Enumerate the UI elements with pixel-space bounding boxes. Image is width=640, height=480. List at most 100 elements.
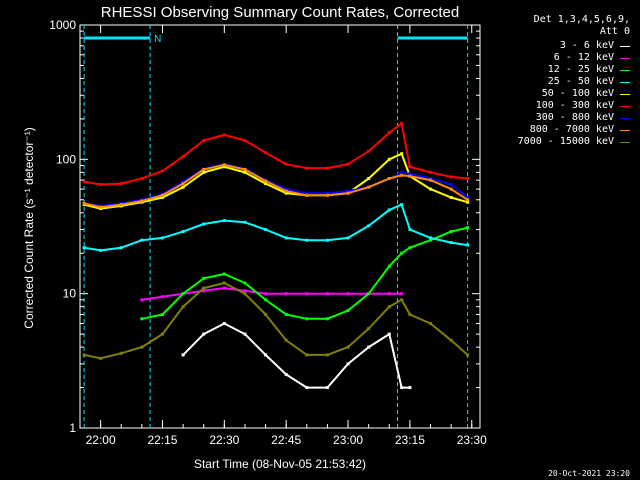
- legend-label: 12 - 25 keV: [547, 64, 614, 75]
- series-point-8: [119, 351, 123, 355]
- series-point-4: [264, 182, 268, 186]
- y-tick-label: 10: [63, 287, 77, 301]
- series-point-7: [284, 189, 288, 193]
- series-point-8: [408, 312, 412, 316]
- series-point-7: [325, 193, 329, 197]
- legend-label: 6 - 12 keV: [553, 52, 614, 63]
- series-point-2: [346, 308, 350, 312]
- series-point-1: [202, 289, 206, 293]
- series-point-7: [408, 174, 412, 178]
- series-point-7: [82, 201, 86, 205]
- series-point-3: [429, 236, 433, 240]
- series-point-5: [202, 139, 206, 143]
- series-point-5: [140, 176, 144, 180]
- legend-entry-0: 3 - 6 keV: [518, 40, 630, 52]
- series-point-0: [222, 321, 226, 325]
- series-point-8: [82, 353, 86, 357]
- series-point-3: [264, 228, 268, 232]
- series-point-3: [202, 222, 206, 226]
- series-point-8: [99, 356, 103, 360]
- x-tick-label: 22:45: [271, 433, 301, 447]
- series-point-6: [325, 191, 329, 195]
- series-point-5: [466, 176, 470, 180]
- series-point-4: [429, 187, 433, 191]
- series-point-2: [400, 251, 404, 255]
- series-point-3: [400, 203, 404, 207]
- series-point-4: [367, 176, 371, 180]
- series-point-8: [181, 305, 185, 309]
- y-axis-label: Corrected Count Rate (s⁻¹ detector⁻¹): [22, 127, 36, 328]
- legend-entry-4: 50 - 100 keV: [518, 88, 630, 100]
- legend-label: 800 - 7000 keV: [529, 124, 614, 135]
- series-point-2: [408, 246, 412, 250]
- series-point-3: [222, 219, 226, 223]
- legend-label: 100 - 300 keV: [535, 100, 614, 111]
- series-point-5: [160, 169, 164, 173]
- series-point-6: [181, 180, 185, 184]
- series-point-0: [284, 373, 288, 377]
- legend-swatch: [620, 45, 630, 47]
- x-tick-label: 23:15: [395, 433, 425, 447]
- series-point-0: [346, 362, 350, 366]
- series-point-7: [160, 193, 164, 197]
- series-point-7: [429, 178, 433, 182]
- series-point-5: [325, 166, 329, 170]
- series-point-5: [305, 166, 309, 170]
- series-point-8: [449, 338, 453, 342]
- series-point-3: [449, 241, 453, 245]
- series-point-3: [387, 208, 391, 212]
- series-point-6: [429, 176, 433, 180]
- series-point-7: [202, 168, 206, 172]
- series-point-1: [387, 292, 391, 296]
- series-point-7: [400, 173, 404, 177]
- legend-label: 7000 - 15000 keV: [517, 136, 614, 147]
- series-point-8: [243, 292, 247, 296]
- series-point-0: [408, 386, 412, 390]
- series-point-3: [82, 246, 86, 250]
- series-point-7: [387, 176, 391, 180]
- series-point-5: [119, 182, 123, 186]
- series-point-3: [243, 220, 247, 224]
- series-point-4: [243, 170, 247, 174]
- legend-swatch: [620, 93, 630, 95]
- legend-entry-7: 800 - 7000 keV: [518, 124, 630, 136]
- y-tick-label: 1000: [49, 18, 76, 32]
- series-point-3: [305, 238, 309, 242]
- series-point-6: [466, 195, 470, 199]
- series-line-1: [141, 287, 402, 301]
- legend-swatch: [620, 81, 630, 83]
- x-tick-label: 22:15: [147, 433, 177, 447]
- series-point-7: [222, 163, 226, 167]
- series-point-3: [181, 230, 185, 234]
- series-point-1: [264, 292, 268, 296]
- series-point-7: [346, 191, 350, 195]
- series-point-3: [367, 224, 371, 228]
- series-point-6: [400, 170, 404, 174]
- legend-header: Det 1,3,4,5,6,9, Att 0: [534, 14, 630, 38]
- series-point-1: [160, 295, 164, 299]
- series-point-6: [449, 182, 453, 186]
- legend-swatch: [620, 129, 630, 131]
- series-point-2: [140, 317, 144, 321]
- series-point-5: [181, 154, 185, 158]
- series-point-0: [305, 386, 309, 390]
- legend-label: 300 - 800 keV: [535, 112, 614, 123]
- series-point-1: [325, 292, 329, 296]
- series-point-8: [140, 345, 144, 349]
- series-point-0: [181, 353, 185, 357]
- series-point-0: [243, 332, 247, 336]
- series-point-1: [400, 292, 404, 296]
- series-point-5: [429, 170, 433, 174]
- series-point-7: [264, 179, 268, 183]
- x-tick-label: 23:00: [333, 433, 363, 447]
- x-tick-label: 23:30: [457, 433, 487, 447]
- series-point-8: [429, 321, 433, 325]
- series-point-0: [264, 353, 268, 357]
- series-point-7: [99, 205, 103, 209]
- series-point-2: [222, 272, 226, 276]
- series-point-8: [284, 338, 288, 342]
- series-point-2: [429, 238, 433, 242]
- series-point-3: [140, 238, 144, 242]
- series-point-8: [400, 298, 404, 302]
